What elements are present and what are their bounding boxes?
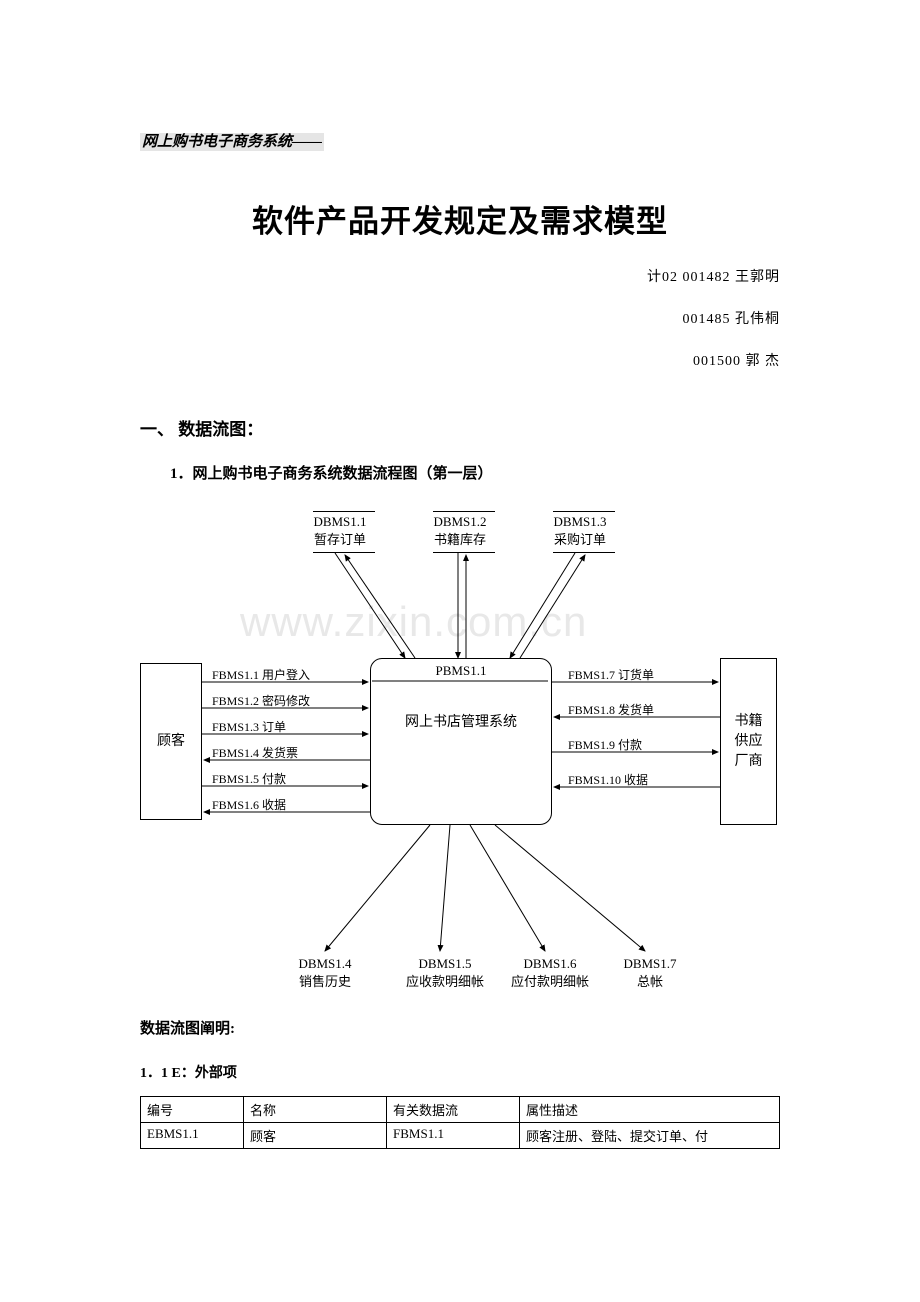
explain-heading: 数据流图阐明: [140, 1017, 780, 1038]
diagram-arrows [140, 503, 780, 1003]
table-header: 有关数据流 [387, 1097, 520, 1123]
sub-e-heading: 1．1 E：外部项 [140, 1062, 780, 1082]
table-cell: 顾客 [244, 1123, 387, 1149]
author-3: 001500 郭 杰 [140, 350, 780, 370]
table-header: 名称 [244, 1097, 387, 1123]
table-row: 编号 名称 有关数据流 属性描述 [141, 1097, 780, 1123]
table-header: 属性描述 [520, 1097, 780, 1123]
table-row: EBMS1.1 顾客 FBMS1.1 顾客注册、登陆、提交订单、付 [141, 1123, 780, 1149]
external-items-table: 编号 名称 有关数据流 属性描述 EBMS1.1 顾客 FBMS1.1 顾客注册… [140, 1096, 780, 1149]
section-1-heading: 一、 数据流图： [140, 415, 780, 440]
author-1: 计02 001482 王郭明 [140, 266, 780, 286]
main-title: 软件产品开发规定及需求模型 [140, 196, 780, 241]
table-cell: EBMS1.1 [141, 1123, 244, 1149]
table-cell: 顾客注册、登陆、提交订单、付 [520, 1123, 780, 1149]
section-1-sub: 1．网上购书电子商务系统数据流程图（第一层） [170, 462, 780, 483]
author-2: 001485 孔伟桐 [140, 308, 780, 328]
table-cell: FBMS1.1 [387, 1123, 520, 1149]
table-header: 编号 [141, 1097, 244, 1123]
dfd-diagram: www.zixin.com.cn DBMS1.1 暂存订单 DBMS1.2 书籍… [140, 503, 780, 1003]
subtitle: 网上购书电子商务系统—— [140, 133, 324, 151]
